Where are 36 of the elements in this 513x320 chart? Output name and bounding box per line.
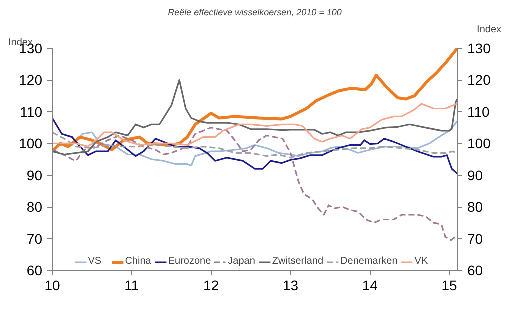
legend-label: Zwitserland — [272, 256, 324, 267]
y-tick-label: 100 — [19, 136, 43, 152]
y2-tick-label: 120 — [468, 72, 492, 88]
line-series — [52, 48, 458, 154]
y2-tick-label: 90 — [468, 167, 484, 184]
x-tick-label: 12 — [204, 278, 220, 294]
chart-title: Reële effectieve wisselkoersen, 2010 = 100 — [168, 8, 342, 18]
x-tick-label: 13 — [282, 278, 299, 294]
line-series — [52, 79, 458, 156]
x-tick-label: 11 — [124, 278, 140, 294]
line-series — [52, 132, 458, 159]
y-tick-label: 70 — [26, 230, 43, 247]
y2-tick-label: 60 — [468, 262, 484, 278]
y2-tick-label: 70 — [468, 230, 484, 247]
line-series — [52, 103, 458, 148]
y-tick-label: 110 — [20, 104, 43, 120]
y-tick-label: 90 — [26, 167, 43, 184]
y2-tick-label: 80 — [468, 199, 484, 216]
y-tick-label: 80 — [26, 199, 43, 216]
x-tick-label: 14 — [362, 278, 378, 294]
legend-label: Eurozone — [168, 256, 212, 267]
legend-label: Denemarken — [340, 256, 398, 267]
y-tick-label: 120 — [19, 72, 43, 88]
legend-label: VK — [414, 256, 430, 267]
line-series — [52, 126, 458, 242]
legend-label: Japan — [228, 256, 256, 267]
y2-tick-label: 110 — [468, 104, 490, 120]
y2-tick-label: 100 — [468, 136, 492, 152]
x-tick-label: 10 — [44, 278, 60, 294]
legend-label: VS — [88, 256, 103, 267]
y2-tick-label: 130 — [468, 40, 492, 56]
y2-axis-title: Index — [477, 24, 502, 36]
y-tick-label: 60 — [26, 262, 43, 278]
legend-label: China — [125, 256, 152, 267]
line-series — [52, 117, 458, 175]
x-tick-label: 15 — [442, 278, 458, 294]
